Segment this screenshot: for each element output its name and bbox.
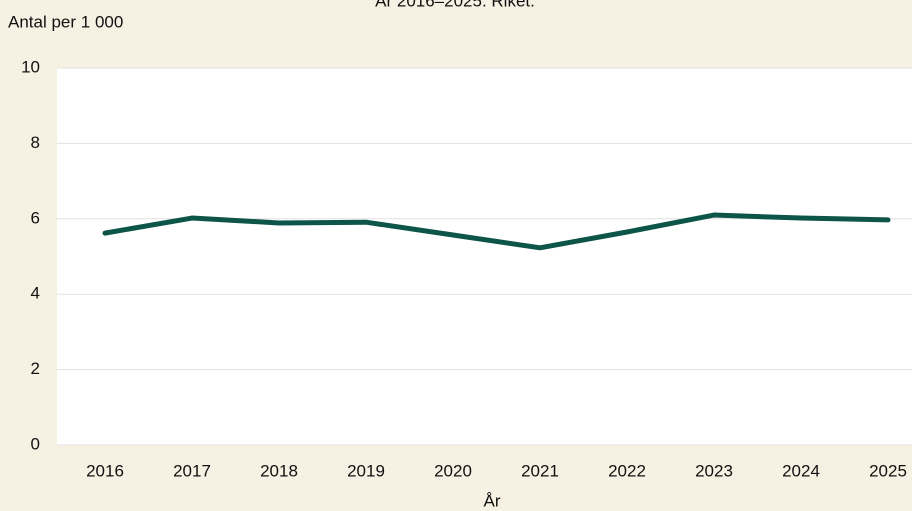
y-tick-label: 10 [21, 57, 40, 76]
x-tick-label: 2025 [869, 461, 907, 480]
x-tick-label: 2016 [86, 461, 124, 480]
x-tick-label: 2020 [434, 461, 472, 480]
y-tick-label: 6 [31, 208, 40, 227]
y-tick-label: 0 [31, 434, 40, 453]
x-tick-label: 2019 [347, 461, 385, 480]
y-axis-label: Antal per 1 000 [8, 12, 123, 31]
x-tick-label: 2017 [173, 461, 211, 480]
plot-area [57, 68, 912, 445]
chart-title: År 2016–2025. Riket. [375, 0, 535, 10]
x-tick-label: 2018 [260, 461, 298, 480]
x-tick-label: 2024 [782, 461, 820, 480]
data-line [102, 212, 891, 251]
x-tick-label: 2023 [695, 461, 733, 480]
y-tick-label: 2 [31, 359, 40, 378]
x-tick-label: 2022 [608, 461, 646, 480]
x-axis-label: År [484, 491, 501, 510]
y-tick-label: 4 [31, 284, 40, 303]
y-tick-label: 8 [31, 133, 40, 152]
x-tick-label: 2021 [521, 461, 559, 480]
